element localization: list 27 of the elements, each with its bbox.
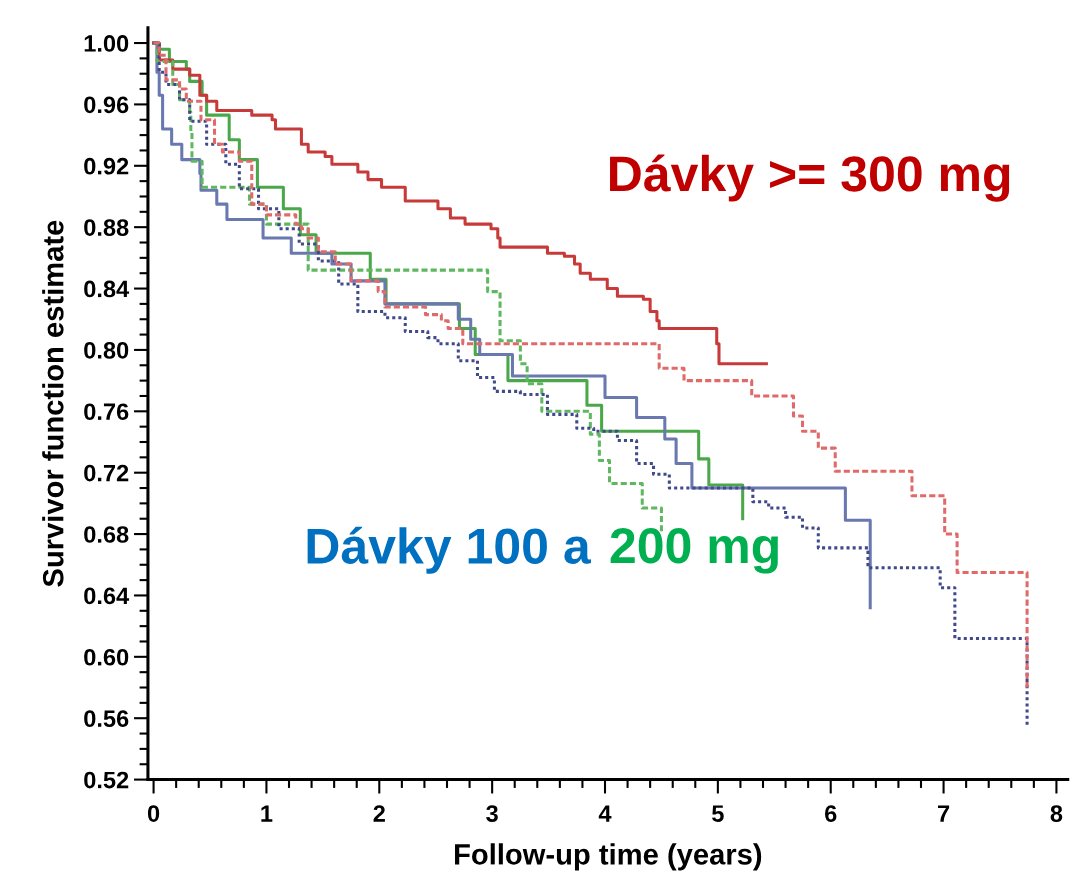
y-tick-label: 0.80 — [84, 342, 129, 359]
x-tick-label: 1 — [261, 805, 273, 822]
x-tick-label: 8 — [1050, 805, 1063, 822]
x-tick-label: 0 — [147, 805, 160, 822]
x-tick-label: 2 — [373, 805, 385, 822]
x-tick-label: 4 — [598, 805, 612, 822]
y-tick-label: 0.56 — [84, 710, 129, 727]
y-tick-label: 0.92 — [84, 157, 129, 175]
annotation: Dávky >= 300 mg — [610, 154, 1010, 202]
y-tick-label: 1.00 — [84, 35, 129, 52]
annotation: 200 mg — [610, 528, 778, 574]
x-axis-title: Follow-up time (years) — [455, 843, 762, 871]
annotation: Dávky 100 a — [307, 526, 591, 574]
y-tick-label: 0.84 — [84, 280, 130, 298]
y-tick-label: 0.96 — [84, 96, 129, 114]
x-tick-label: 7 — [938, 805, 950, 822]
y-tick-label: 0.72 — [84, 464, 129, 482]
y-tick-label: 0.64 — [84, 587, 130, 605]
x-tick-label: 5 — [712, 805, 724, 822]
x-tick-label: 3 — [486, 805, 498, 822]
y-tick-label: 0.88 — [84, 219, 129, 236]
y-tick-label: 0.68 — [84, 526, 129, 543]
y-tick-label: 0.76 — [84, 403, 129, 421]
y-axis-title: Survivor function estimate — [42, 220, 64, 587]
y-tick-label: 0.52 — [84, 771, 129, 789]
y-tick-label: 0.60 — [84, 648, 129, 666]
x-tick-label: 6 — [825, 805, 837, 822]
